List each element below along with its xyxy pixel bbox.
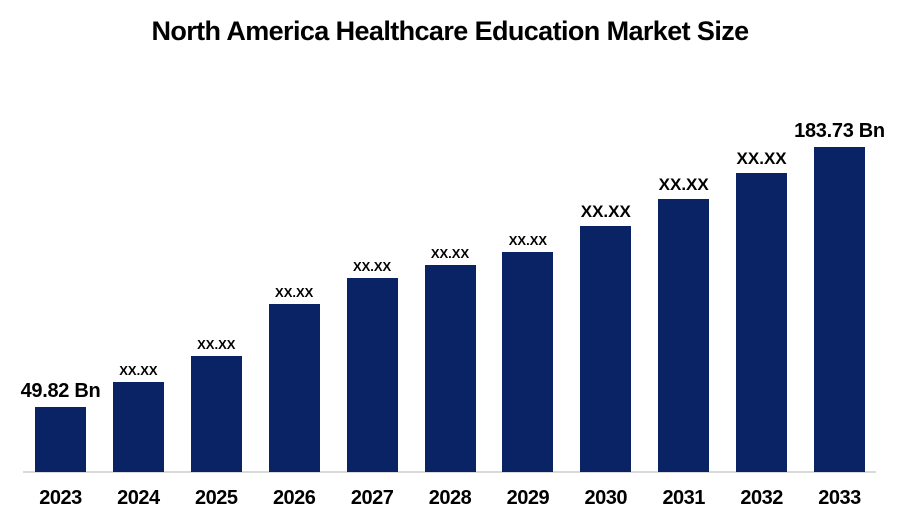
bar-2023 [35,407,86,472]
x-label-2026: 2026 [272,487,316,509]
bar-2026 [268,304,320,472]
x-label-2024: 2024 [117,487,160,509]
bar-value-label-2030: XX.XX [580,202,631,221]
bar-2032 [736,173,788,472]
bar-value-label-2024: XX.XX [119,363,158,378]
bar-2029 [502,252,554,472]
bar-2024 [112,382,164,472]
bar-value-label-2033: 183.73 Bn [794,120,885,142]
x-axis-line [23,471,876,473]
bar-2027 [346,278,398,472]
bar-value-label-2031: XX.XX [658,175,709,194]
chart-title: North America Healthcare Education Marke… [151,16,749,46]
x-label-2023: 2023 [39,487,82,509]
bar-value-label-2029: XX.XX [508,233,548,248]
x-label-2029: 2029 [506,487,550,509]
bar-2030 [580,226,632,472]
bar-value-label-2023: 49.82 Bn [20,380,101,402]
x-label-2025: 2025 [195,487,238,509]
bar-2031 [658,199,710,472]
bar-value-label-2027: XX.XX [352,259,392,274]
x-label-2031: 2031 [662,487,705,509]
bar-value-label-2032: XX.XX [736,149,787,168]
bar-value-label-2026: XX.XX [275,285,314,300]
bar-2025 [190,356,242,472]
bar-value-label-2025: XX.XX [197,337,236,352]
bar-value-label-2028: XX.XX [430,246,470,261]
x-label-2032: 2032 [740,487,783,509]
bar-2033 [814,147,865,472]
x-label-2028: 2028 [428,487,472,509]
x-label-2033: 2033 [818,487,861,509]
x-label-2030: 2030 [584,487,628,509]
x-label-2027: 2027 [350,487,394,509]
bar-2028 [424,265,476,472]
